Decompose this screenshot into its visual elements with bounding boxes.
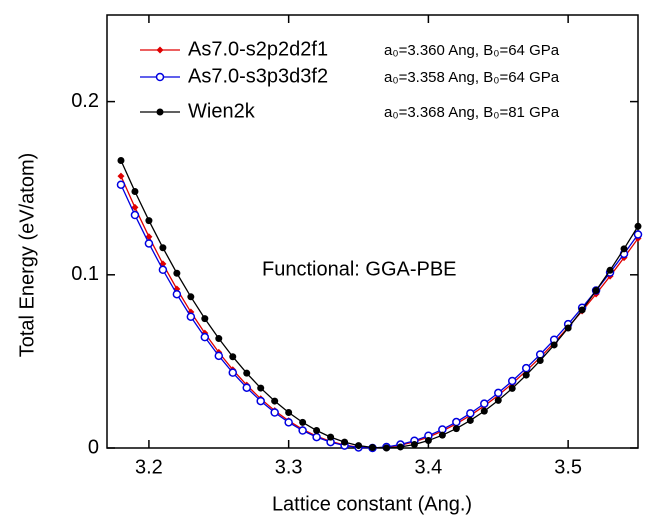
point bbox=[117, 156, 125, 164]
point bbox=[536, 357, 544, 365]
point bbox=[173, 269, 181, 277]
legend-label: Wien2k bbox=[188, 100, 256, 122]
x-tick-label: 3.2 bbox=[135, 456, 163, 478]
point bbox=[313, 427, 321, 435]
legend-label: As7.0-s3p3d3f2 bbox=[188, 65, 328, 87]
point bbox=[480, 407, 488, 415]
point bbox=[452, 417, 461, 427]
point bbox=[438, 431, 446, 439]
y-axis-label: Total Energy (eV/atom) bbox=[16, 153, 38, 358]
point bbox=[172, 289, 182, 299]
legend-marker bbox=[155, 72, 165, 82]
series bbox=[116, 180, 643, 453]
point bbox=[299, 418, 307, 426]
point bbox=[256, 396, 265, 406]
point bbox=[186, 312, 196, 321]
point bbox=[396, 443, 404, 451]
point bbox=[634, 222, 642, 230]
point bbox=[564, 324, 572, 332]
point bbox=[494, 388, 503, 398]
point bbox=[578, 306, 586, 314]
y-tick-label: 0.2 bbox=[71, 90, 99, 112]
point bbox=[214, 351, 224, 361]
point bbox=[187, 293, 195, 301]
point bbox=[341, 438, 349, 446]
legend-marker bbox=[156, 46, 164, 54]
point bbox=[382, 444, 390, 452]
x-tick-label: 3.3 bbox=[275, 456, 303, 478]
point bbox=[215, 335, 223, 343]
point bbox=[298, 426, 307, 435]
point bbox=[270, 408, 279, 417]
point bbox=[550, 341, 558, 349]
point bbox=[466, 416, 474, 424]
point bbox=[144, 239, 154, 248]
point bbox=[312, 432, 321, 442]
point bbox=[229, 353, 237, 361]
series-line bbox=[120, 184, 639, 449]
point bbox=[117, 172, 125, 180]
point bbox=[271, 397, 279, 405]
point bbox=[522, 371, 530, 379]
point bbox=[159, 244, 167, 252]
point bbox=[145, 217, 153, 225]
point bbox=[452, 425, 460, 433]
point bbox=[130, 210, 140, 220]
series bbox=[117, 156, 642, 452]
series bbox=[117, 172, 642, 452]
point bbox=[620, 245, 628, 253]
point bbox=[284, 418, 293, 427]
point bbox=[257, 384, 265, 392]
point bbox=[228, 368, 238, 377]
point bbox=[158, 265, 168, 275]
point bbox=[521, 363, 531, 373]
point bbox=[424, 437, 432, 445]
point bbox=[369, 443, 376, 451]
annotation: Functional: GGA-PBE bbox=[262, 258, 457, 280]
series-note: a₀=3.368 Ang, B₀=81 GPa bbox=[384, 104, 560, 121]
x-axis-label: Lattice constant (Ang.) bbox=[272, 493, 472, 515]
x-tick-label: 3.5 bbox=[554, 456, 582, 478]
point bbox=[131, 187, 139, 195]
point bbox=[200, 332, 210, 342]
point bbox=[480, 399, 489, 408]
point bbox=[327, 433, 335, 441]
point bbox=[410, 441, 418, 449]
point bbox=[494, 396, 502, 404]
point bbox=[592, 287, 600, 295]
point bbox=[131, 203, 139, 211]
series-line bbox=[120, 175, 639, 449]
point bbox=[242, 383, 251, 392]
point bbox=[285, 408, 293, 416]
series-note: a₀=3.358 Ang, B₀=64 GPa bbox=[384, 69, 560, 86]
point bbox=[116, 180, 126, 189]
point bbox=[508, 384, 516, 392]
point bbox=[355, 442, 363, 450]
point bbox=[466, 409, 475, 418]
point bbox=[633, 230, 643, 239]
point bbox=[201, 315, 209, 323]
point bbox=[507, 376, 517, 386]
legend-marker bbox=[156, 108, 164, 116]
series-line bbox=[120, 160, 639, 449]
point bbox=[606, 266, 614, 274]
x-tick-label: 3.4 bbox=[414, 456, 442, 478]
point bbox=[243, 369, 251, 377]
y-tick-label: 0.1 bbox=[71, 263, 99, 285]
legend-label: As7.0-s2p2d2f1 bbox=[188, 38, 328, 60]
y-tick-label: 0 bbox=[88, 436, 99, 458]
series-note: a₀=3.360 Ang, B₀=64 GPa bbox=[384, 42, 560, 59]
